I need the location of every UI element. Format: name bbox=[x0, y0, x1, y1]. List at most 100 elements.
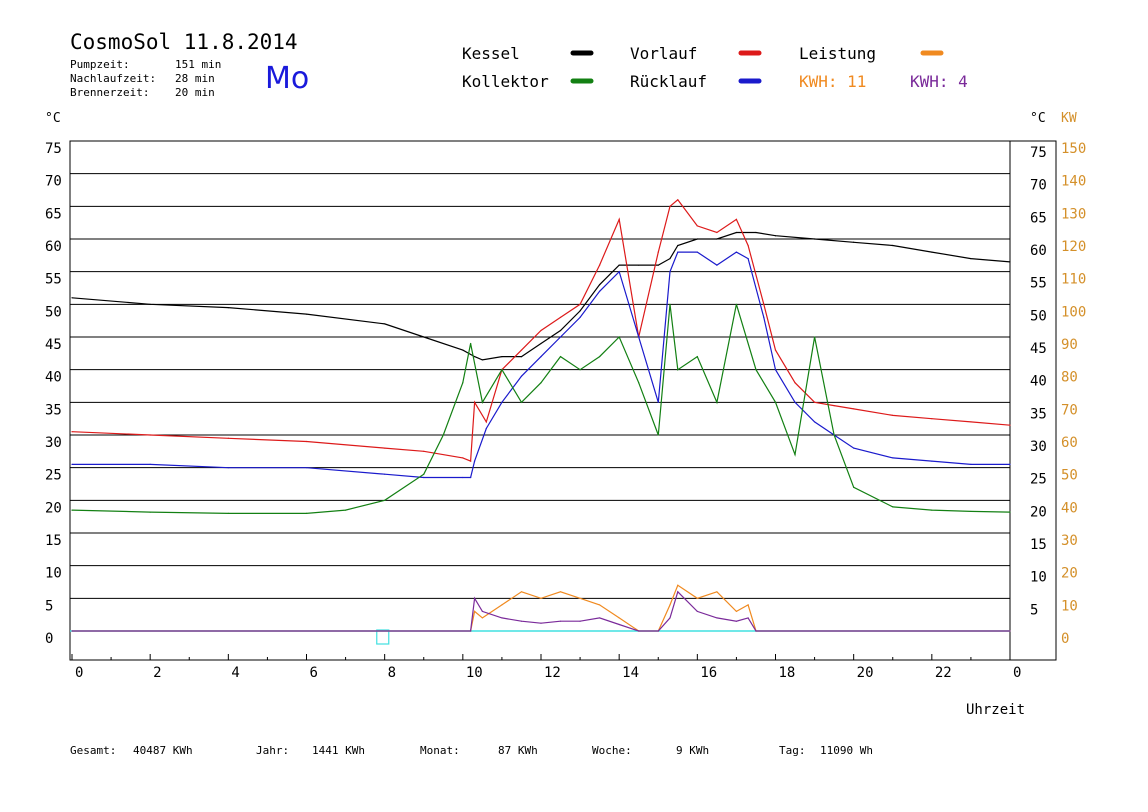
x-tick-label: 2 bbox=[153, 665, 161, 681]
y-tick-left: 5 bbox=[45, 598, 53, 614]
data-point-vorlauf bbox=[669, 205, 671, 207]
data-point-kessel bbox=[638, 264, 640, 266]
data-point-vorlauf bbox=[892, 414, 894, 416]
data-point-vorlauf bbox=[485, 421, 487, 423]
data-point-ruecklauf bbox=[462, 476, 464, 479]
x-tick-label: 18 bbox=[779, 665, 796, 681]
data-point-kwh2 bbox=[696, 610, 698, 613]
data-point-vorlauf bbox=[696, 225, 698, 227]
data-point-kessel bbox=[540, 342, 542, 345]
data-point-kollektor bbox=[669, 303, 671, 305]
footer-tag-label: Tag: bbox=[779, 744, 806, 757]
data-point-kwh2 bbox=[481, 610, 483, 613]
data-point-vorlauf bbox=[763, 303, 765, 305]
data-point-leistung bbox=[735, 610, 738, 613]
y-tick-right: 65 bbox=[1030, 210, 1047, 226]
data-point-kessel bbox=[716, 238, 718, 240]
data-point-kollektor bbox=[638, 382, 640, 384]
data-point-vorlauf bbox=[794, 382, 796, 384]
data-point-kollektor bbox=[344, 509, 347, 511]
data-point-kollektor bbox=[71, 509, 73, 511]
stat-pumpzeit-label: Pumpzeit: bbox=[70, 58, 130, 71]
legend-leistung-label: Leistung bbox=[799, 44, 877, 63]
data-point-leistung bbox=[716, 591, 718, 593]
y-tick-left: 10 bbox=[45, 566, 62, 582]
data-point-vorlauf bbox=[618, 218, 620, 220]
data-point-kwh2 bbox=[520, 620, 523, 622]
series-line-kollektor bbox=[71, 304, 1011, 515]
y-tick-kw: 140 bbox=[1061, 174, 1086, 190]
data-point-vorlauf bbox=[774, 349, 777, 351]
y-tick-right: 10 bbox=[1030, 570, 1047, 586]
y-tick-right: 30 bbox=[1030, 439, 1047, 455]
data-point-ruecklauf bbox=[520, 375, 523, 377]
stat-nachlaufzeit-label: Nachlaufzeit: bbox=[70, 72, 157, 85]
x-tick-label: 22 bbox=[935, 665, 952, 681]
data-point-ruecklauf bbox=[485, 427, 487, 430]
data-point-ruecklauf bbox=[305, 467, 308, 469]
data-point-vorlauf bbox=[149, 434, 151, 436]
data-point-vorlauf bbox=[813, 401, 816, 403]
data-point-vorlauf bbox=[579, 303, 581, 305]
data-point-kollektor bbox=[149, 511, 151, 513]
data-point-leistung bbox=[677, 584, 679, 586]
legend-kollektor-label: Kollektor bbox=[462, 72, 549, 91]
y-tick-right: 40 bbox=[1030, 374, 1047, 390]
data-point-kwh2 bbox=[669, 617, 671, 619]
data-point-kollektor bbox=[579, 369, 581, 371]
data-point-kessel bbox=[735, 231, 738, 234]
y-tick-kw: 100 bbox=[1061, 304, 1086, 320]
y-tick-right: 70 bbox=[1030, 178, 1047, 194]
data-point-kessel bbox=[462, 349, 464, 351]
x-tick-label: 0 bbox=[75, 665, 83, 681]
y-tick-right: 50 bbox=[1030, 308, 1047, 324]
legend-ruecklauf-label: Rücklauf bbox=[630, 72, 708, 91]
data-point-vorlauf bbox=[735, 218, 738, 220]
y-tick-kw: 40 bbox=[1061, 500, 1078, 516]
data-point-kwh2 bbox=[747, 617, 749, 619]
data-point-vorlauf bbox=[473, 401, 476, 403]
data-point-kollektor bbox=[501, 369, 503, 371]
data-point-ruecklauf bbox=[579, 316, 581, 318]
data-point-ruecklauf bbox=[763, 316, 765, 318]
data-point-kwh2 bbox=[473, 597, 476, 599]
data-point-kessel bbox=[853, 241, 855, 243]
data-point-kessel bbox=[813, 238, 816, 240]
data-point-vorlauf bbox=[305, 440, 308, 443]
data-point-vorlauf bbox=[970, 421, 972, 423]
data-point-ruecklauf bbox=[813, 421, 816, 423]
data-point-ruecklauf bbox=[618, 271, 620, 273]
data-point-kollektor bbox=[481, 401, 483, 403]
y-unit-left: °C bbox=[45, 111, 61, 126]
y-tick-right: 55 bbox=[1030, 276, 1047, 292]
legend-kessel-label: Kessel bbox=[462, 44, 520, 63]
y-tick-right: 25 bbox=[1030, 472, 1047, 488]
data-point-kessel bbox=[755, 231, 757, 234]
data-point-vorlauf bbox=[716, 231, 718, 234]
y-unit-kw: KW bbox=[1061, 111, 1077, 126]
stat-brennerzeit-value: 20 min bbox=[175, 86, 215, 99]
weekday-label: Mo bbox=[265, 61, 310, 96]
y-tick-right: 75 bbox=[1030, 145, 1047, 161]
data-point-ruecklauf bbox=[853, 447, 855, 449]
data-point-ruecklauf bbox=[970, 463, 972, 465]
stat-brennerzeit-label: Brennerzeit: bbox=[70, 86, 150, 99]
series-line-leistung bbox=[72, 584, 1010, 632]
data-point-ruecklauf bbox=[599, 290, 601, 292]
data-point-kwh2 bbox=[559, 620, 562, 622]
data-point-leistung bbox=[599, 604, 601, 606]
data-point-kollektor bbox=[599, 356, 601, 358]
data-point-kollektor bbox=[384, 499, 386, 501]
x-tick-label: 6 bbox=[310, 665, 318, 681]
y-tick-left: 75 bbox=[45, 141, 62, 157]
data-point-kwh2 bbox=[71, 630, 73, 632]
data-point-vorlauf bbox=[540, 329, 542, 332]
data-point-vorlauf bbox=[599, 264, 601, 266]
y-tick-left: 0 bbox=[45, 631, 53, 647]
y-tick-left: 30 bbox=[45, 435, 62, 451]
data-point-kollektor bbox=[677, 369, 679, 371]
footer-woche-value: 9 KWh bbox=[676, 744, 710, 757]
y-tick-left: 20 bbox=[45, 500, 62, 516]
data-point-leistung bbox=[696, 597, 698, 599]
